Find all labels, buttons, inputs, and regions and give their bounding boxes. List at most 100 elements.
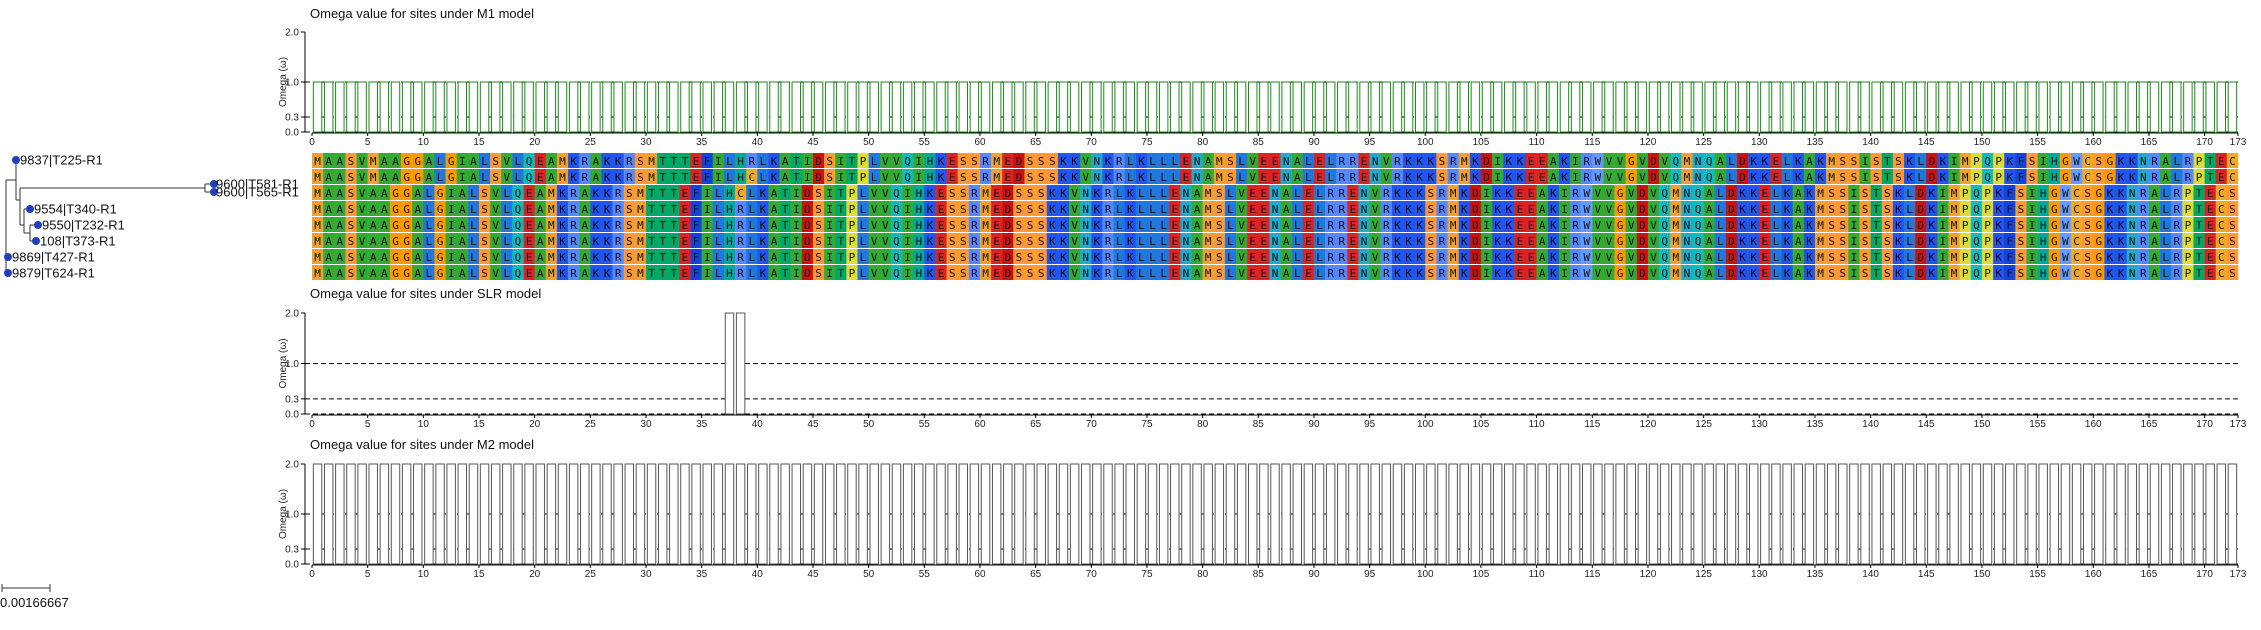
residue-cell: [668, 153, 680, 168]
residue-cell: [1737, 249, 1749, 264]
residue-cell: [935, 201, 947, 216]
residue-letter: T: [2196, 187, 2203, 200]
residue-cell: [1236, 217, 1248, 232]
residue-letter: Q: [1973, 267, 1980, 280]
residue-cell: [968, 169, 981, 184]
residue-letter: M: [982, 267, 989, 280]
omega-bar: [1927, 463, 1937, 565]
residue-letter: E: [1183, 171, 1190, 184]
residue-cell: [512, 217, 524, 232]
x-tick-label: 170: [2196, 569, 2213, 580]
residue-cell: [1970, 185, 1983, 200]
residue-letter: N: [1361, 251, 1368, 264]
residue-letter: R: [1327, 203, 1334, 216]
residue-cell: [1514, 185, 1526, 200]
residue-cell: [378, 233, 391, 248]
residue-cell: [534, 185, 547, 200]
residue-letter: K: [1505, 155, 1512, 168]
residue-cell: [2182, 185, 2194, 200]
residue-letter: A: [2151, 203, 2158, 216]
residue-letter: F: [2006, 235, 2013, 248]
residue-cell: [2137, 153, 2150, 168]
panel-title: Omega value for sites under M1 model: [310, 6, 534, 21]
residue-letter: E: [693, 171, 700, 184]
residue-letter: R: [1439, 219, 1446, 232]
residue-letter: S: [1227, 171, 1234, 184]
residue-cell: [1981, 169, 1994, 184]
residue-letter: E: [682, 187, 689, 200]
residue-cell: [1469, 185, 1482, 200]
residue-cell: [434, 185, 446, 200]
residue-letter: A: [1539, 235, 1546, 248]
omega-bar: [936, 463, 946, 565]
residue-cell: [835, 169, 847, 184]
residue-cell: [1959, 265, 1972, 280]
residue-letter: S: [348, 187, 355, 200]
residue-letter: P: [1973, 155, 1980, 168]
residue-cell: [456, 233, 469, 248]
omega-bar: [568, 81, 579, 133]
omega-bar: [1682, 81, 1692, 133]
residue-cell: [1581, 217, 1593, 232]
residue-letter: I: [1561, 251, 1568, 264]
residue-letter: E: [1261, 267, 1268, 280]
residue-cell: [456, 169, 469, 184]
omega-bar: [1938, 463, 1948, 565]
residue-letter: Q: [1695, 203, 1702, 216]
residue-letter: K: [1995, 219, 2002, 232]
residue-letter: E: [1316, 155, 1323, 168]
omega-bar: [780, 81, 790, 133]
residue-cell: [2082, 265, 2094, 280]
residue-cell: [890, 265, 903, 280]
omega-bar: [591, 463, 601, 565]
residue-cell: [1102, 201, 1114, 216]
x-tick-label: 25: [585, 137, 597, 148]
y-axis-label: Omega (ω): [278, 489, 289, 539]
residue-cell: [735, 169, 747, 184]
residue-cell: [1781, 265, 1793, 280]
residue-cell: [1280, 217, 1292, 232]
residue-letter: S: [1839, 187, 1846, 200]
residue-letter: C: [2084, 155, 2091, 168]
residue-cell: [1425, 153, 1437, 168]
residue-cell: [1146, 201, 1159, 216]
residue-letter: K: [1494, 235, 1501, 248]
residue-cell: [1937, 233, 1949, 248]
residue-cell: [590, 217, 602, 232]
residue-letter: K: [604, 219, 611, 232]
residue-cell: [467, 265, 480, 280]
residue-letter: C: [2073, 235, 2080, 248]
omega-bar: [335, 463, 345, 565]
residue-letter: F: [704, 155, 711, 168]
residue-letter: K: [1806, 187, 1813, 200]
residue-cell: [1770, 233, 1782, 248]
residue-cell: [1558, 233, 1571, 248]
x-tick-label: 130: [1751, 137, 1768, 148]
residue-letter: K: [1405, 203, 1412, 216]
residue-letter: S: [1828, 267, 1835, 280]
omega-bar: [2005, 463, 2015, 565]
omega-bar: [457, 463, 468, 565]
omega-bar: [2149, 463, 2160, 565]
residue-cell: [1625, 153, 1638, 168]
y-tick-label: 0.3: [285, 545, 299, 556]
omega-bar: [1593, 463, 1603, 565]
residue-cell: [1781, 153, 1793, 168]
residue-cell: [1313, 249, 1326, 264]
residue-cell: [913, 185, 925, 200]
residue-cell: [1358, 185, 1370, 200]
residue-letter: L: [2162, 235, 2169, 248]
residue-letter: A: [2162, 171, 2169, 184]
residue-cell: [812, 169, 825, 184]
residue-cell: [690, 153, 702, 168]
residue-letter: T: [671, 155, 678, 168]
residue-cell: [1636, 233, 1649, 248]
residue-letter: S: [2084, 203, 2091, 216]
residue-cell: [1581, 185, 1593, 200]
residue-cell: [1759, 201, 1771, 216]
residue-letter: M: [637, 203, 644, 216]
residue-cell: [1525, 153, 1537, 168]
residue-cell: [345, 169, 357, 184]
residue-letter: A: [414, 235, 421, 248]
residue-cell: [1336, 153, 1348, 168]
